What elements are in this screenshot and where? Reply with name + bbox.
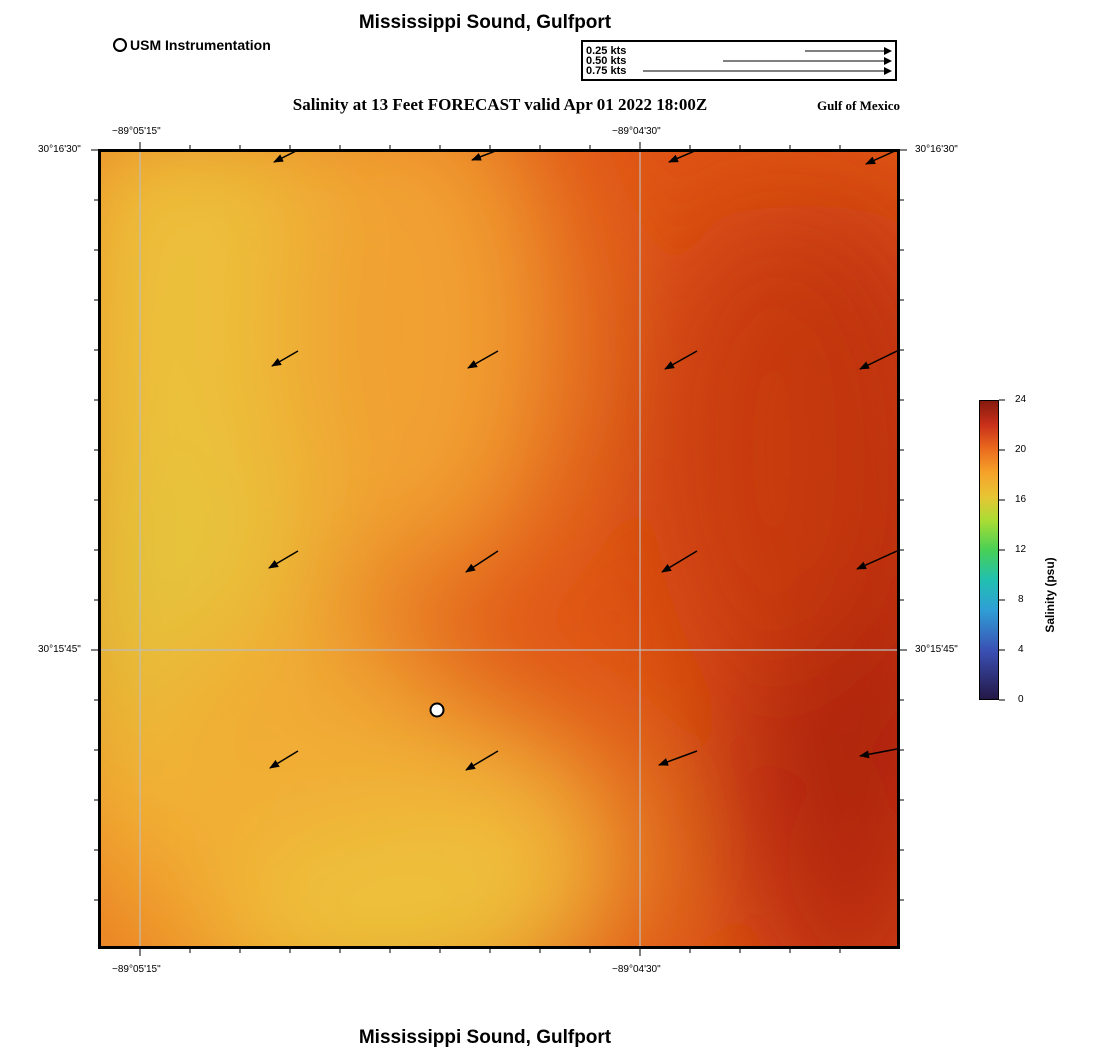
current-arrow-icon [668, 152, 695, 163]
current-arrow-icon [471, 152, 495, 161]
salinity-colorbar [979, 400, 999, 700]
top-lon-label-1: −89°05'15" [112, 126, 161, 137]
legend-item: USM Instrumentation [113, 37, 271, 53]
current-arrow-icon [465, 550, 499, 573]
vector-scale-key: 0.25 kts 0.50 kts 0.75 kts [581, 40, 897, 81]
left-lat-label-2: 30°15'45" [38, 644, 81, 655]
current-arrow-icon [859, 748, 897, 759]
colorbar-tick-20: 20 [1015, 444, 1027, 455]
right-lat-label-1: 30°16'30" [915, 144, 958, 155]
bottom-lon-label-2: −89°04'30" [612, 964, 661, 975]
right-lat-label-2: 30°15'45" [915, 644, 958, 655]
map-title: Mississippi Sound, Gulfport [358, 12, 612, 33]
colorbar-tick-24: 24 [1015, 394, 1027, 405]
current-arrow-icon [465, 750, 499, 771]
left-lat-label-1: 30°16'30" [38, 144, 81, 155]
current-arrow-icon [269, 750, 299, 769]
bottom-title: Mississippi Sound, Gulfport [358, 1027, 612, 1048]
current-arrow-icon [661, 550, 698, 573]
current-arrow-icon [859, 350, 897, 370]
current-arrow-icon [268, 550, 299, 569]
vector-key-label-1: 0.25 kts [586, 45, 627, 57]
current-arrow-icon [664, 350, 698, 370]
current-arrow-icon [856, 550, 897, 570]
legend-label: USM Instrumentation [130, 37, 271, 53]
colorbar-tick-16: 16 [1015, 494, 1027, 505]
current-arrow-icon [865, 152, 895, 165]
vector-key-label-3: 0.75 kts [586, 65, 627, 77]
colorbar-tick-12: 12 [1015, 544, 1027, 555]
current-vectors [268, 152, 897, 771]
salinity-field [101, 152, 897, 946]
colorbar-tick-0: 0 [1018, 694, 1024, 705]
colorbar-tick-4: 4 [1018, 644, 1024, 655]
colorbar-title: Salinity (psu) [1043, 557, 1057, 633]
current-arrow-icon [467, 350, 499, 369]
station-marker-icon [113, 38, 127, 52]
region-label: Gulf of Mexico [816, 98, 900, 113]
current-arrow-icon [658, 750, 698, 766]
top-lon-label-2: −89°04'30" [612, 126, 661, 137]
current-arrow-icon [271, 350, 299, 367]
vector-key-arrows [643, 47, 892, 75]
salinity-map[interactable] [98, 149, 900, 949]
graticule [101, 152, 897, 946]
plot-subtitle: Salinity at 13 Feet FORECAST valid Apr 0… [292, 95, 708, 114]
usm-station-marker [429, 702, 445, 718]
vector-key-label-2: 0.50 kts [586, 55, 627, 67]
colorbar-ticks [999, 399, 1005, 701]
colorbar-tick-8: 8 [1018, 594, 1024, 605]
bottom-lon-label-1: −89°05'15" [112, 964, 161, 975]
current-arrow-icon [273, 152, 296, 163]
